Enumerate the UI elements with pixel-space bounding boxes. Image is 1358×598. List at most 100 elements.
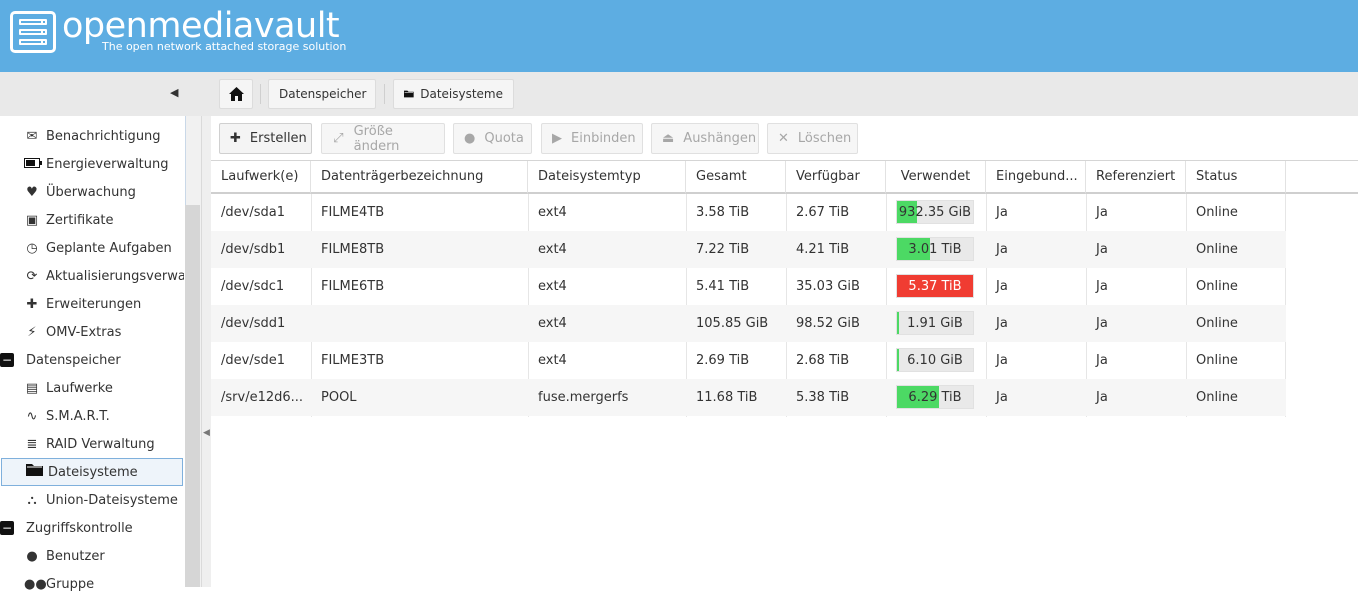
referenced-cell: Ja — [1096, 279, 1108, 294]
collapse-icon[interactable]: − — [0, 353, 14, 367]
usage-bar: 3.01 TiB — [896, 237, 974, 261]
table-row[interactable] — [211, 379, 1286, 416]
server-logo-icon — [10, 11, 56, 53]
delete-button[interactable]: ✕ Löschen — [767, 123, 858, 154]
sitemap-icon: ⛬ — [27, 492, 37, 508]
device-cell: /dev/sda1 — [221, 205, 285, 220]
column-header-device[interactable]: Laufwerk(e) — [211, 161, 311, 194]
sidebar-item-omv-extras[interactable]: ⚡ OMV-Extras — [0, 318, 184, 346]
app-header: openmediavault The open network attached… — [0, 0, 1358, 72]
type-cell: ext4 — [538, 205, 567, 220]
column-header-referenced[interactable]: Referenziert — [1086, 161, 1186, 194]
available-cell: 35.03 GiB — [796, 279, 860, 294]
eject-icon: ⏏ — [662, 131, 675, 146]
folder-icon — [404, 90, 414, 98]
sidebar-item-zertifikate[interactable]: ▣ Zertifikate — [25, 212, 114, 228]
label-cell: FILME6TB — [321, 279, 385, 294]
referenced-cell: Ja — [1096, 205, 1108, 220]
create-button[interactable]: ✚ Erstellen — [219, 123, 312, 154]
sidebar-item-raid-verwaltung[interactable]: ≣ RAID Verwaltung — [0, 430, 184, 458]
usage-text: 6.29 TiB — [908, 389, 962, 405]
label-cell: POOL — [321, 390, 357, 405]
sidebar-item-smart[interactable]: ∿ S.M.A.R.T. — [0, 402, 184, 430]
users-icon: ●● — [24, 576, 47, 592]
column-header-label[interactable]: Datenträgerbezeichnung — [311, 161, 528, 194]
breadcrumb-home[interactable] — [219, 79, 253, 109]
sidebar-item-ueberwachung[interactable]: ♥ Überwachung — [0, 178, 184, 206]
column-header-status[interactable]: Status — [1186, 161, 1286, 194]
type-cell: ext4 — [538, 353, 567, 368]
breadcrumb-dateisysteme[interactable]: Dateisysteme — [393, 79, 514, 109]
mounted-cell: Ja — [996, 279, 1008, 294]
referenced-cell: Ja — [1096, 390, 1108, 405]
usage-text: 932.35 GiB — [898, 204, 972, 220]
referenced-cell: Ja — [1096, 316, 1108, 331]
available-cell: 5.38 TiB — [796, 390, 850, 405]
resize-button[interactable]: ⤢ Größe ändern — [321, 123, 445, 154]
mounted-cell: Ja — [996, 390, 1008, 405]
available-cell: 4.21 TiB — [796, 242, 850, 257]
resize-icon: ⤢ — [333, 131, 344, 146]
sidebar-item-union-dateisysteme[interactable]: ⛬ Union-Dateisysteme — [0, 486, 184, 514]
total-cell: 11.68 TiB — [696, 390, 758, 405]
usage-bar-fill — [897, 386, 939, 408]
label-cell: FILME3TB — [321, 353, 385, 368]
total-cell: 2.69 TiB — [696, 353, 750, 368]
usage-text: 5.37 TiB — [908, 278, 962, 294]
sidebar-item-dateisysteme[interactable]: Dateisysteme — [1, 458, 183, 486]
sidebar-group-zugriffskontrolle[interactable]: − Zugriffskontrolle — [0, 520, 133, 536]
sidebar-item-laufwerke[interactable]: ▤ Laufwerke — [25, 380, 113, 396]
sidebar-item-aktualisierungsverwaltung[interactable]: ⟳ Aktualisierungsverwalt — [0, 262, 184, 290]
label-cell: FILME8TB — [321, 242, 385, 257]
panel-splitter[interactable] — [202, 116, 211, 587]
sidebar-scroll-thumb[interactable] — [185, 205, 200, 587]
unmount-button[interactable]: ⏏ Aushängen — [651, 123, 759, 154]
column-header-type[interactable]: Dateisystemtyp — [528, 161, 686, 194]
column-header-available[interactable]: Verfügbar — [786, 161, 886, 194]
sidebar-item-energieverwaltung[interactable]: Energieverwaltung — [0, 150, 184, 178]
sidebar-item-geplante-aufgaben[interactable]: ◷ Geplante Aufgaben — [0, 234, 184, 262]
available-cell: 2.68 TiB — [796, 353, 850, 368]
device-cell: /srv/e12d6... — [221, 390, 304, 405]
harddisk-icon: ▤ — [25, 380, 39, 396]
total-cell: 7.22 TiB — [696, 242, 750, 257]
column-header-mounted[interactable]: Eingebund... — [986, 161, 1086, 194]
device-cell: /dev/sde1 — [221, 353, 285, 368]
type-cell: ext4 — [538, 242, 567, 257]
plug-icon: ⚡ — [27, 324, 37, 340]
column-header-used[interactable]: Verwendet — [886, 161, 986, 194]
splitter-collapse-icon[interactable]: ◀ — [203, 428, 210, 438]
usage-text: 1.91 GiB — [907, 315, 963, 331]
referenced-cell: Ja — [1096, 242, 1108, 257]
sidebar-item-benachrichtigung[interactable]: ✉ Benachrichtigung — [0, 122, 184, 150]
puzzle-icon: ✚ — [26, 296, 38, 312]
envelope-icon: ✉ — [26, 128, 38, 144]
sidebar-item-gruppe[interactable]: ●● Gruppe — [24, 576, 95, 592]
sidebar-group-datenspeicher[interactable]: − Datenspeicher — [0, 352, 121, 368]
usage-bar: 1.91 GiB — [896, 311, 974, 335]
usage-text: 6.10 GiB — [907, 352, 963, 368]
breadcrumb-datenspeicher[interactable]: Datenspeicher — [268, 79, 376, 109]
sidebar — [0, 116, 202, 587]
brand-name: openmediavault — [62, 6, 340, 46]
status-cell: Online — [1196, 353, 1238, 368]
collapse-sidebar-icon[interactable]: ◀ — [170, 86, 179, 99]
type-cell: ext4 — [538, 316, 567, 331]
refresh-icon: ⟳ — [26, 268, 38, 284]
calendar-clock-icon: ◷ — [26, 240, 38, 256]
usage-bar-fill — [897, 238, 930, 260]
usage-bar-fill — [897, 201, 917, 223]
type-cell: ext4 — [538, 279, 567, 294]
sidebar-item-benutzer[interactable]: ● Benutzer — [0, 542, 184, 570]
collapse-icon[interactable]: − — [0, 521, 14, 535]
mount-button[interactable]: ▶ Einbinden — [541, 123, 643, 154]
total-cell: 105.85 GiB — [696, 316, 769, 331]
column-header-total[interactable]: Gesamt — [686, 161, 786, 194]
folder-icon — [26, 463, 43, 481]
sidebar-item-erweiterungen[interactable]: ✚ Erweiterungen — [0, 290, 184, 318]
quota-button[interactable]: ● Quota — [453, 123, 532, 154]
plus-icon: ✚ — [230, 131, 241, 146]
table-row[interactable] — [211, 305, 1286, 342]
home-icon — [228, 87, 244, 101]
table-row[interactable] — [211, 231, 1286, 268]
